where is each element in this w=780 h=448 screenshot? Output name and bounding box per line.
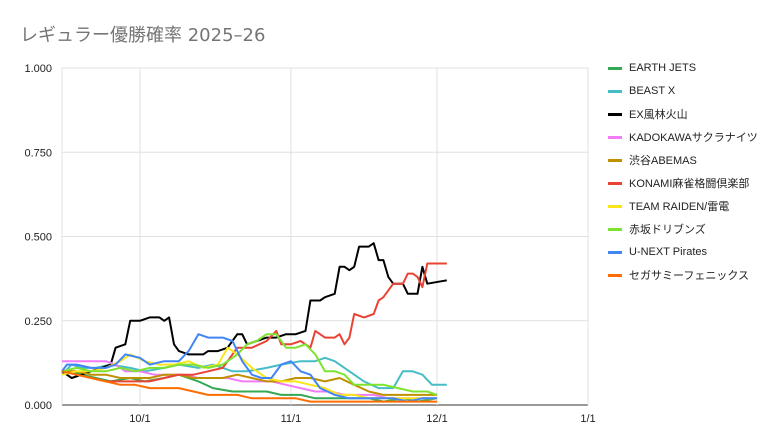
y-tick-label: 0.250 [24,316,52,328]
series-line-10 [61,370,437,403]
legend-item: 渋谷ABEMAS [608,152,697,168]
legend-swatch [608,89,622,93]
y-tick-label: 0.000 [24,400,52,412]
legend-item: KONAMI麻雀格闘倶楽部 [608,175,749,191]
legend-label: 赤坂ドリブンズ [629,224,706,236]
legend-swatch [608,112,622,116]
x-tick-label: 11/1 [281,413,302,425]
legend-item: KADOKAWAサクラナイツ [608,129,758,145]
series-line-6 [61,262,447,383]
y-tick-label: 0.500 [24,232,52,244]
x-tick-label: 10/1 [129,413,150,425]
legend-swatch [608,273,622,277]
legend-label: KADOKAWAサクラナイツ [629,132,758,144]
legend-label: EX風林火山 [629,109,688,121]
legend-item: EARTH JETS [608,60,696,76]
legend-swatch [608,250,622,254]
legend-label: U-NEXT Pirates [629,246,708,258]
legend-item: 赤坂ドリブンズ [608,221,706,237]
series-line-3 [61,242,447,379]
series-line-9 [61,333,437,403]
legend-item: セガサミーフェニックス [608,267,749,283]
legend-label: EARTH JETS [629,62,697,74]
legend-swatch [608,66,622,70]
y-tick-label: 0.750 [24,147,52,159]
legend-item: BEAST X [608,83,675,99]
legend-swatch [608,227,622,231]
series-line-4 [62,360,437,400]
x-tick-label: 1/1 [580,413,595,425]
legend-item: TEAM RAIDEN/雷電 [608,198,729,214]
legend-swatch [608,181,622,185]
series-line-8 [61,333,438,396]
series-line-5 [62,370,437,396]
legend-item: U-NEXT Pirates [608,244,707,260]
legend-swatch [608,135,622,139]
legend-item: EX風林火山 [608,106,688,122]
legend-label: TEAM RAIDEN/雷電 [629,201,730,213]
legend-label: KONAMI麻雀格闘倶楽部 [629,178,750,190]
legend-label: BEAST X [629,85,676,97]
chart-title: レギュラー優勝確率 2025–26 [20,25,266,46]
legend-swatch [608,204,622,208]
y-tick-label: 1.000 [24,63,52,75]
x-tick-label: 12/1 [426,413,447,425]
legend-label: 渋谷ABEMAS [629,155,697,167]
series-line-2 [61,356,447,390]
legend-swatch [608,158,622,162]
legend-label: セガサミーフェニックス [629,270,750,282]
